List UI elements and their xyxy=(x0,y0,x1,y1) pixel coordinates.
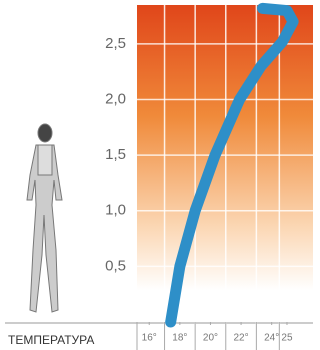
y-tick-label: 0,5 xyxy=(105,257,126,274)
x-tick-label: 24° xyxy=(264,333,279,344)
y-tick-label: 2,0 xyxy=(105,91,126,108)
x-tick-label: 20° xyxy=(203,333,218,344)
y-tick-label: 1,5 xyxy=(105,146,126,163)
y-tick-label: 2,5 xyxy=(105,35,126,52)
plot-area xyxy=(137,5,313,322)
chart: ТЕМПЕРАТУРА 0,5 1,0 1,5 2,0 2,5 16° 18° 20° 22° 2… xyxy=(0,0,313,350)
x-tick-label: 22° xyxy=(234,333,249,344)
x-axis-label: ТЕМПЕРАТУРА xyxy=(8,333,94,347)
x-tick-label: 25 xyxy=(281,333,293,344)
x-tick-label: 16° xyxy=(142,333,157,344)
figure xyxy=(27,124,62,312)
x-tick-label: 18° xyxy=(172,333,187,344)
y-tick-label: 1,0 xyxy=(105,202,126,219)
